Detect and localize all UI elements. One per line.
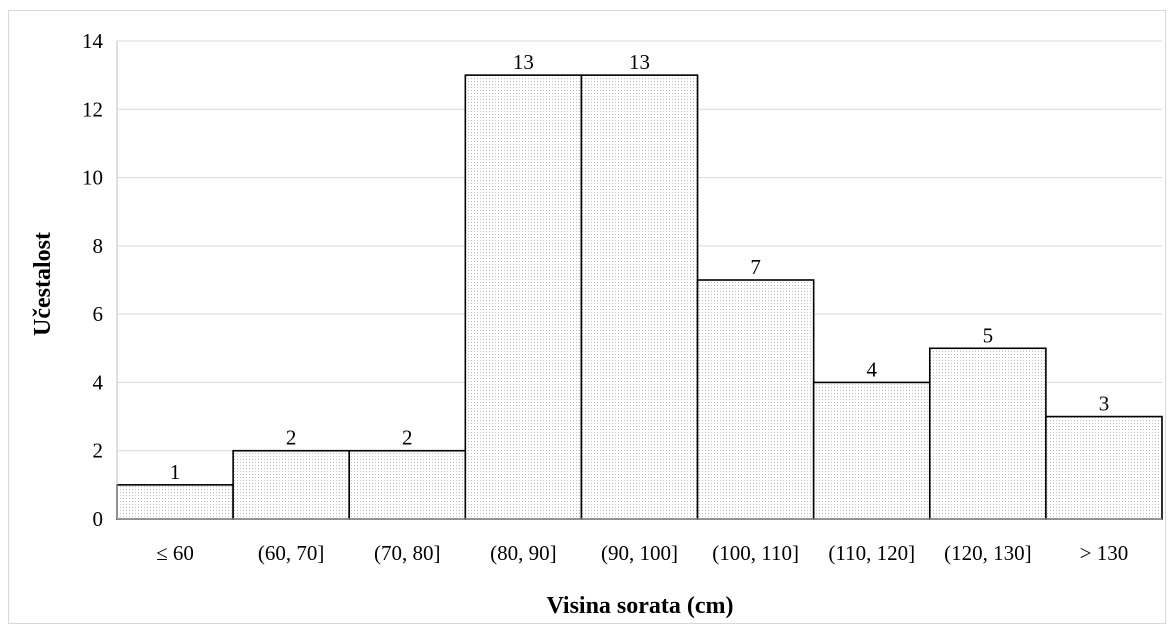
data-label: 7 — [750, 255, 761, 279]
x-tick-label: (90, 100] — [601, 541, 678, 565]
x-tick-label: ≤ 60 — [156, 541, 194, 565]
y-tick-label: 4 — [93, 370, 104, 394]
data-label: 2 — [286, 426, 297, 450]
bar — [812, 381, 931, 520]
data-label: 1 — [170, 460, 181, 484]
y-tick-label: 12 — [82, 97, 103, 121]
x-tick-label: (110, 120] — [828, 541, 915, 565]
x-tick-label: (80, 90] — [490, 541, 557, 565]
bar — [928, 347, 1047, 520]
x-axis-title: Visina sorata (cm) — [546, 593, 733, 619]
x-tick-label: > 130 — [1080, 541, 1129, 565]
x-tick-label: (100, 110] — [712, 541, 799, 565]
x-tick-label: (60, 70] — [258, 541, 325, 565]
y-tick-label: 14 — [82, 29, 104, 53]
bar — [696, 279, 815, 520]
x-tick-label: (70, 80] — [374, 541, 441, 565]
data-label: 3 — [1099, 392, 1110, 416]
bar — [580, 74, 699, 520]
bar — [1045, 415, 1163, 520]
data-label: 2 — [402, 426, 413, 450]
y-tick-label: 0 — [93, 507, 104, 531]
bar — [464, 74, 583, 520]
y-tick-label: 2 — [93, 439, 104, 463]
y-tick-label: 8 — [93, 234, 104, 258]
axes — [116, 41, 1162, 520]
y-axis-title: Učestalost — [30, 232, 56, 336]
x-tick-label: (120, 130] — [944, 541, 1032, 565]
y-tick-label: 10 — [82, 166, 103, 190]
data-label: 13 — [629, 50, 650, 74]
data-label: 13 — [513, 50, 534, 74]
labels: 0 2 4 6 8 10 12 14 1 ≤ 60 2 (60, 70] 2 (70, 80] 13 (80,… — [82, 29, 1128, 565]
data-label: 5 — [983, 323, 994, 347]
bar — [116, 484, 234, 520]
bars — [116, 74, 1163, 520]
data-label: 4 — [866, 357, 877, 381]
bar — [232, 449, 351, 520]
bar — [348, 449, 467, 520]
y-tick-label: 6 — [93, 302, 104, 326]
